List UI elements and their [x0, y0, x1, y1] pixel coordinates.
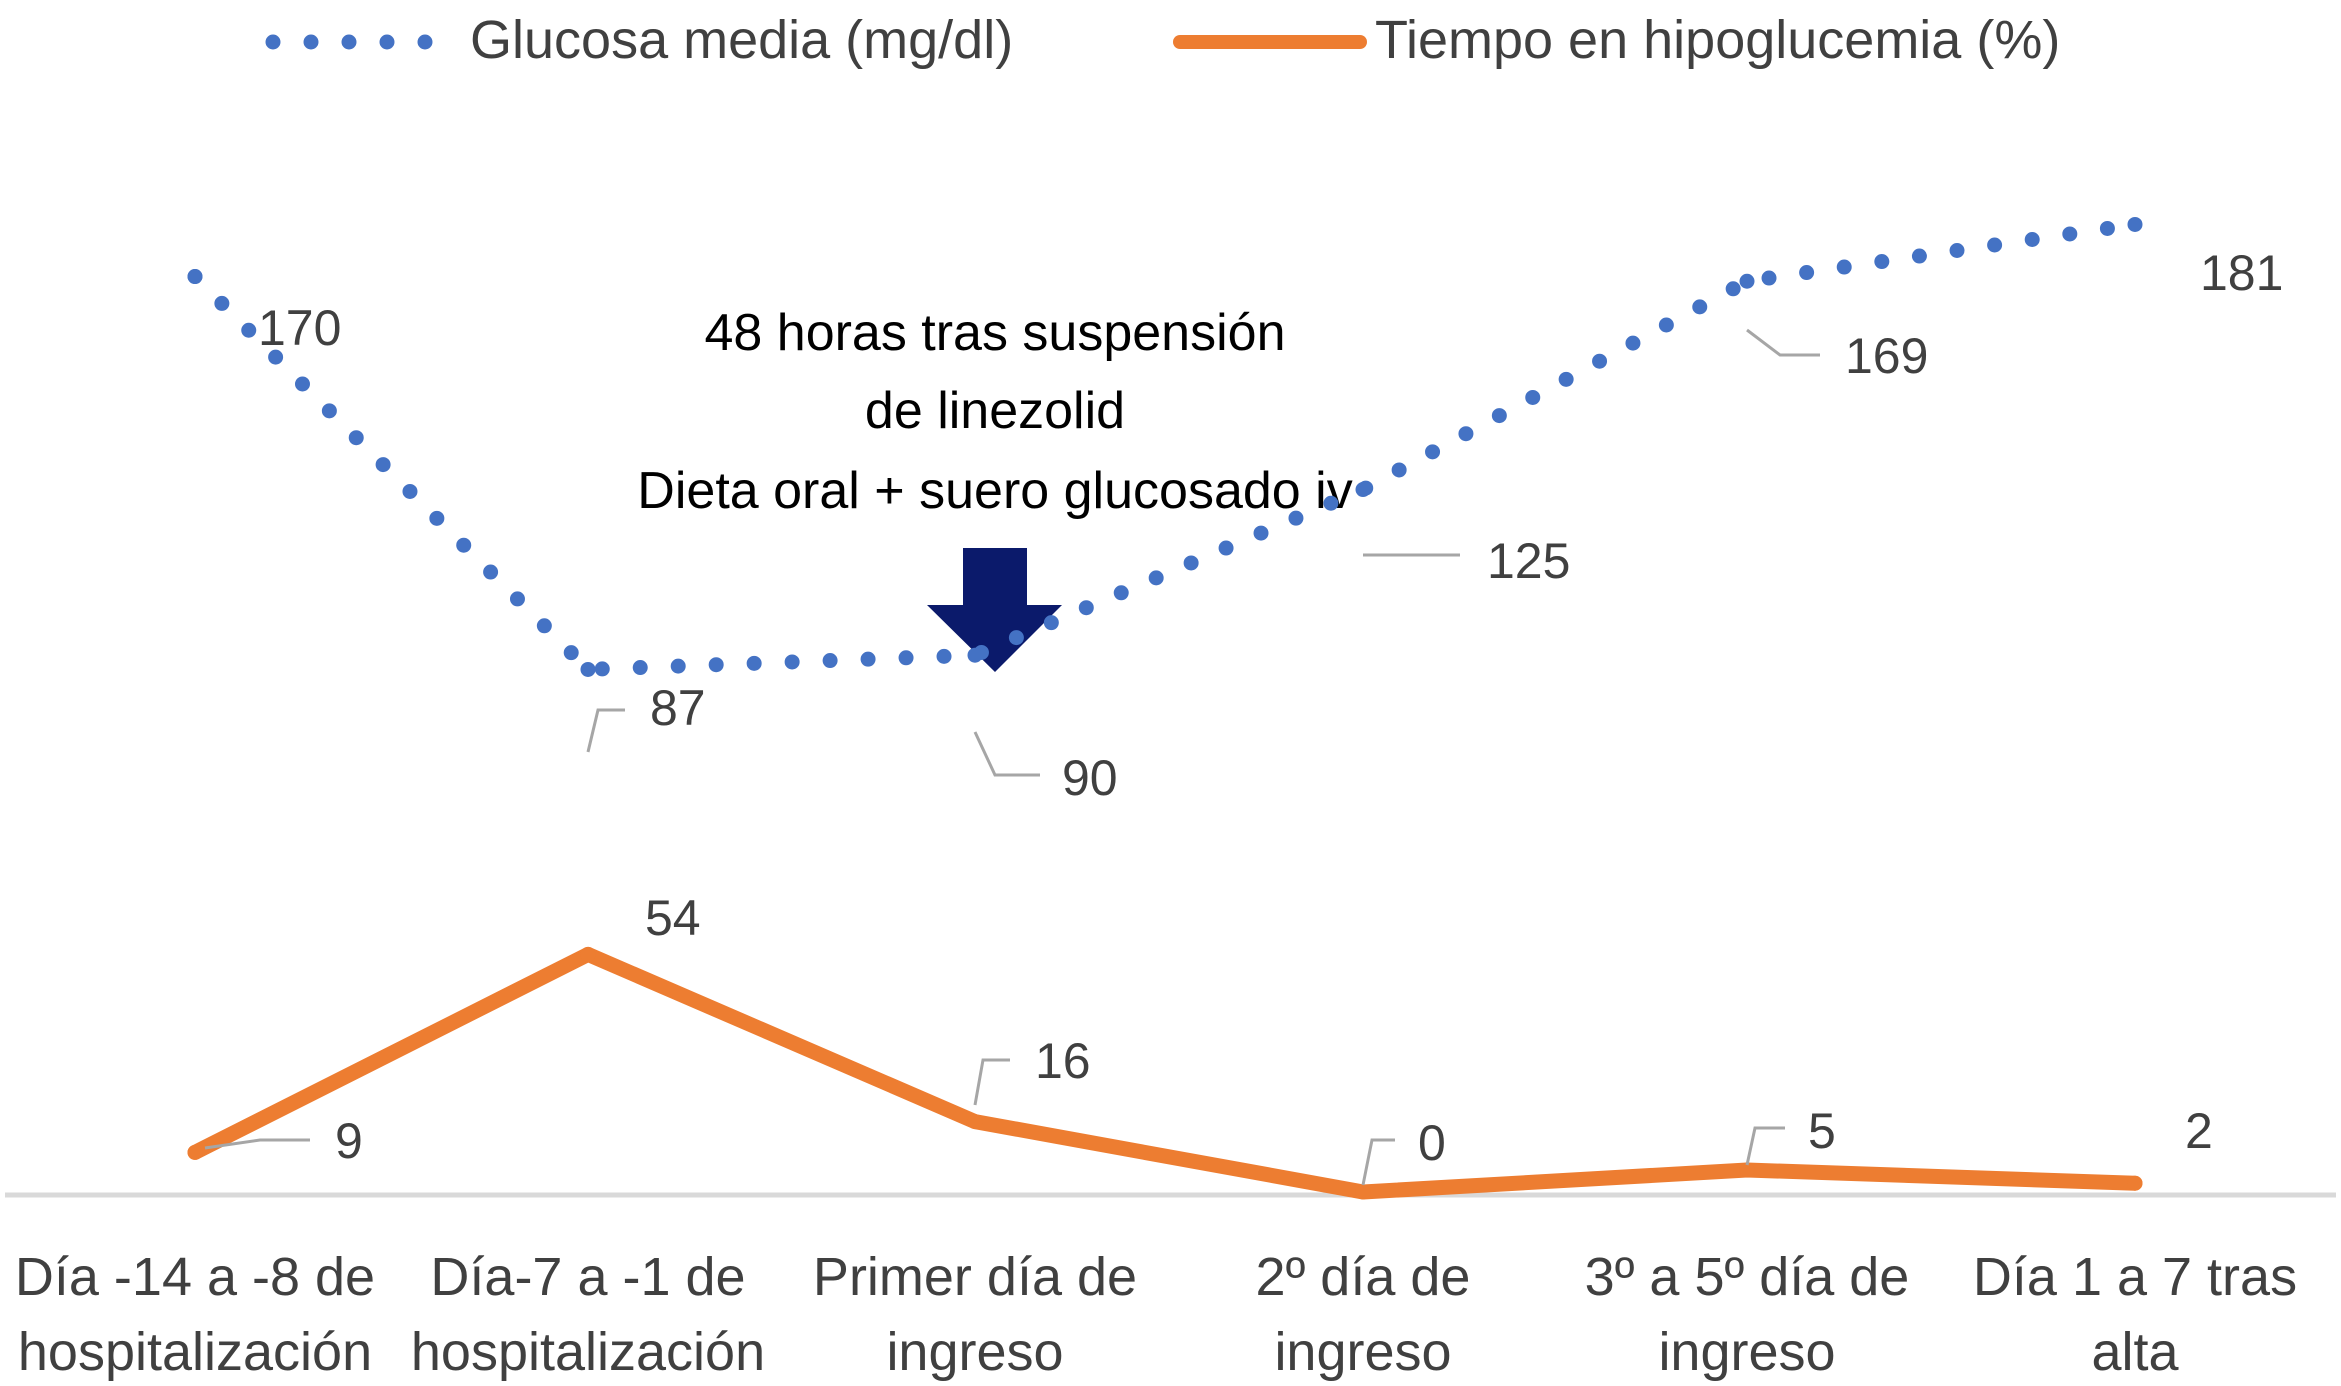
x-tick-label: Primer día de ingreso	[813, 1247, 1137, 1382]
glucose-data-label: 90	[1062, 750, 1118, 806]
hypoglycemia-data-label: 9	[335, 1113, 363, 1169]
hypoglycemia-data-label: 0	[1418, 1115, 1446, 1171]
glucose-point	[1739, 273, 1755, 289]
x-tick-label-line: Primer día de	[813, 1247, 1137, 1307]
glucose-data-label: 87	[650, 680, 706, 736]
hypoglycemia-label-leader	[973, 1058, 1010, 1106]
x-tick-label-line: Día-7 a -1 de	[430, 1247, 745, 1307]
hypoglycemia-point	[2127, 1175, 2143, 1191]
x-tick-label: 2º día de ingreso	[1256, 1247, 1471, 1382]
x-tick-label-line: 2º día de	[1256, 1247, 1471, 1307]
annotation-text-line: 48 horas tras suspensión	[704, 304, 1285, 362]
x-tick-label-line: ingreso	[886, 1322, 1063, 1382]
x-tick-label: Día 1 a 7 tras alta	[1973, 1247, 2297, 1382]
legend: Glucosa media (mg/dl) Tiempo en hipogluce…	[265, 10, 2060, 70]
hypoglycemia-data-label: 2	[2185, 1103, 2213, 1159]
hypoglycemia-series: 9 54 16 0 5 2	[187, 890, 2213, 1200]
annotation-text-line: de linezolid	[865, 382, 1125, 440]
glucose-data-label: 170	[258, 300, 341, 356]
legend-label-glucose: Glucosa media (mg/dl)	[470, 10, 1013, 70]
hypoglycemia-point	[1355, 1184, 1371, 1200]
x-tick-label-line: ingreso	[1274, 1322, 1451, 1382]
x-tick-label: Día -14 a -8 de hospitalización	[15, 1247, 375, 1382]
x-tick-label-line: hospitalización	[18, 1322, 372, 1382]
x-tick-label-line: Día -14 a -8 de	[15, 1247, 375, 1307]
x-tick-label-line: Día 1 a 7 tras	[1973, 1247, 2297, 1307]
hypoglycemia-line	[187, 946, 2143, 1200]
hypoglycemia-point	[967, 1114, 983, 1130]
hypoglycemia-label-leader	[204, 1138, 310, 1150]
hypoglycemia-data-label: 5	[1808, 1103, 1836, 1159]
hypoglycemia-point	[1739, 1162, 1755, 1178]
down-arrow-icon	[927, 548, 1062, 672]
x-tick-label-line: ingreso	[1658, 1322, 1835, 1382]
x-tick-label-line: 3º a 5º día de	[1585, 1247, 1910, 1307]
hypoglycemia-point	[580, 946, 596, 962]
hypoglycemia-label-leader	[1745, 1126, 1785, 1166]
legend-label-hypoglycemia: Tiempo en hipoglucemia (%)	[1375, 10, 2060, 70]
hypoglycemia-data-label: 54	[645, 890, 701, 946]
glucose-data-label: 181	[2200, 245, 2283, 301]
glucose-data-label: 169	[1845, 328, 1928, 384]
hypoglycemia-label-leader	[1361, 1138, 1395, 1186]
glucose-label-leader	[586, 708, 625, 753]
glucose-point	[187, 269, 203, 285]
glucose-point	[1355, 482, 1371, 498]
glucose-series: 170 87 90 125 169 181	[187, 216, 2283, 806]
glucose-line	[187, 216, 2143, 678]
legend-item-hypoglycemia: Tiempo en hipoglucemia (%)	[1173, 10, 2060, 70]
annotation-text-line: Dieta oral + suero glucosado iv	[637, 462, 1352, 520]
glucose-label-leader	[973, 731, 1040, 777]
glucose-point	[580, 661, 596, 677]
glucose-point	[2127, 216, 2143, 232]
glucose-data-label: 125	[1487, 533, 1570, 589]
glucose-label-leader	[1746, 328, 1820, 357]
x-tick-label: Día-7 a -1 de hospitalización	[411, 1247, 765, 1382]
annotation: 48 horas tras suspensión de linezolid Diet…	[637, 304, 1353, 672]
x-tick-label-line: alta	[2091, 1322, 2179, 1382]
x-tick-label-line: hospitalización	[411, 1322, 765, 1382]
hypoglycemia-data-label: 16	[1035, 1033, 1091, 1089]
glucose-point	[967, 647, 983, 663]
legend-item-glucose: Glucosa media (mg/dl)	[265, 10, 1013, 70]
x-tick-label: 3º a 5º día de ingreso	[1585, 1247, 1910, 1382]
hypoglycemia-point	[187, 1144, 203, 1160]
